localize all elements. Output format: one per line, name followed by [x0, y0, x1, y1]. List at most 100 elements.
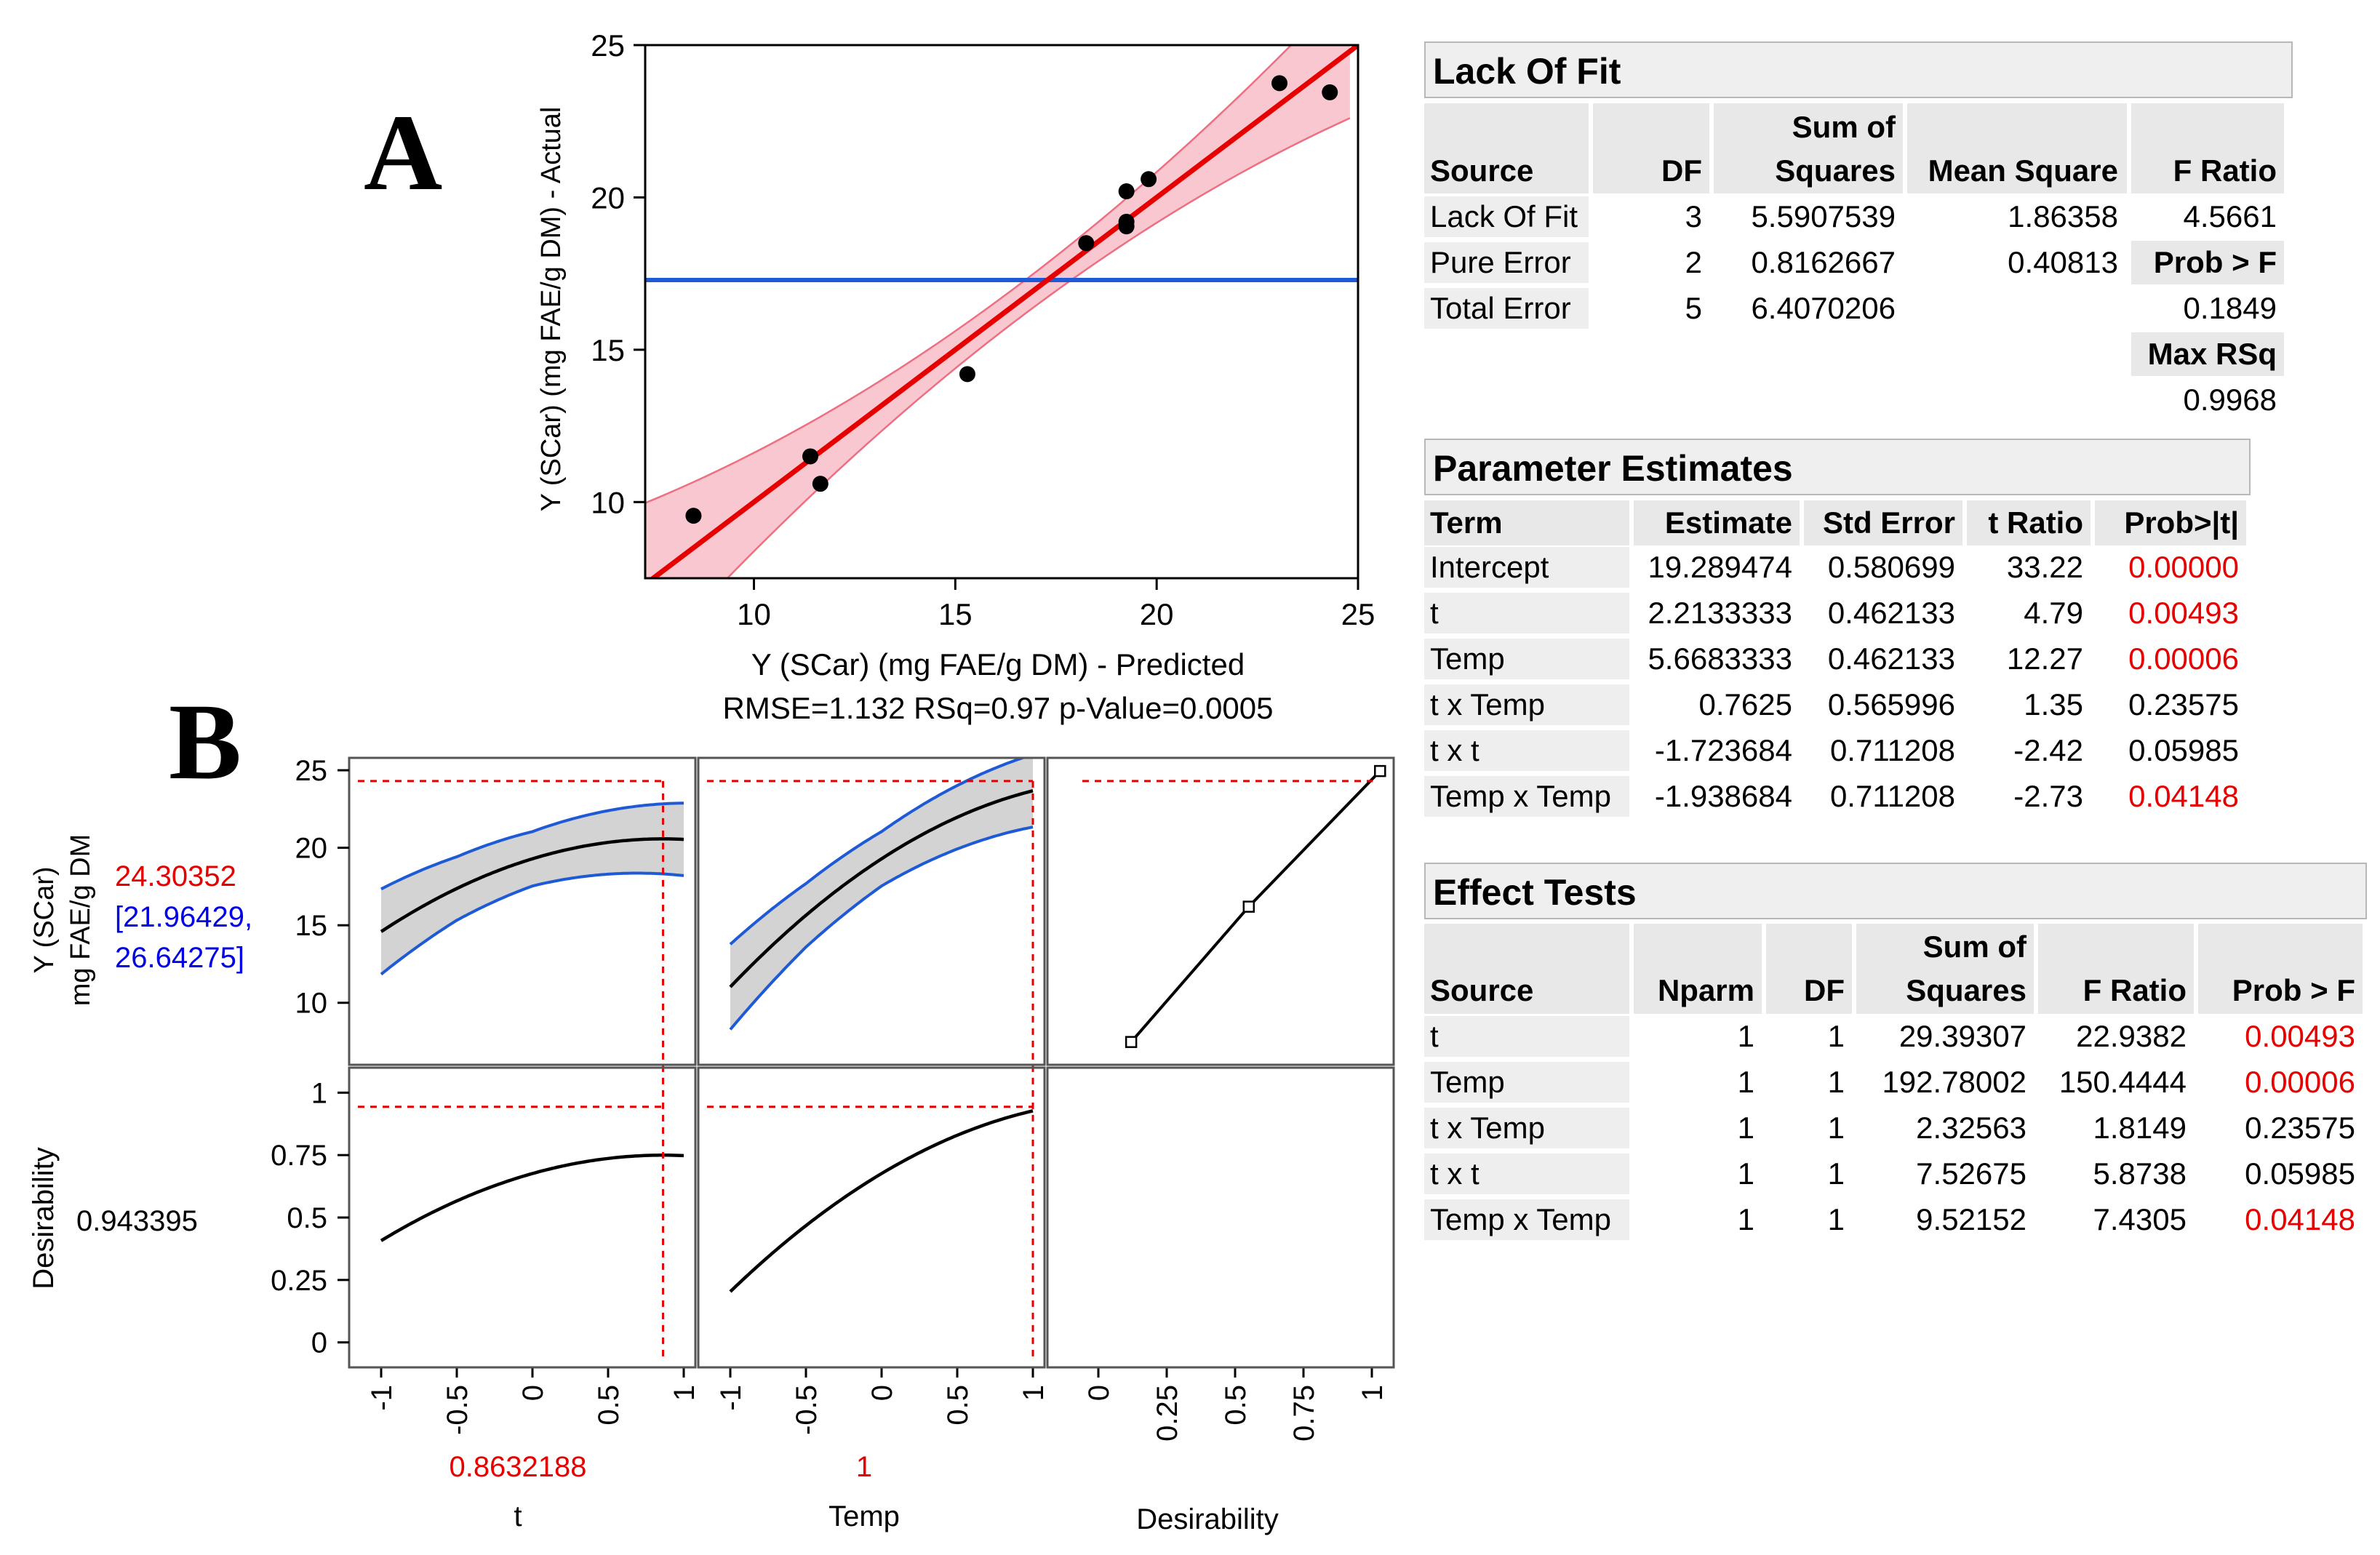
x-tick-label: 1: [1357, 1385, 1389, 1401]
x-tick-label: -0.5: [442, 1385, 474, 1435]
y-tick-label: 15: [295, 910, 328, 942]
pe-row-estimate: 19.289474: [1648, 550, 1792, 584]
pe-row-t-ratio: -2.42: [2013, 733, 2083, 767]
y-tick-label: 10: [295, 988, 328, 1020]
pe-row-prob: 0.00006: [2128, 641, 2239, 676]
profiler-ci-low: [21.96429,: [115, 901, 252, 933]
et-row-nparm: 1: [1737, 1202, 1754, 1236]
chart-a-plot-area: [645, 45, 1358, 578]
data-point: [812, 476, 828, 492]
et-row-df: 1: [1827, 1065, 1845, 1099]
pe-row-prob: 0.05985: [2128, 733, 2239, 767]
et-row-f: 22.9382: [2076, 1019, 2187, 1053]
lof-row-ms: 1.86358: [2008, 199, 2118, 233]
y-tick-label: 20: [591, 180, 625, 215]
lof-row-df: 3: [1685, 199, 1702, 233]
profiler-bottom-cell-frame: [348, 1066, 697, 1369]
x-tick-label: -0.5: [791, 1385, 823, 1435]
pe-row-t-ratio: -2.73: [2013, 779, 2083, 813]
x-tick-label: 1: [1018, 1385, 1050, 1401]
desirability-curve: [729, 1109, 1034, 1293]
prediction-band: [381, 803, 684, 975]
lof-prob-f-label: Prob > F: [2153, 245, 2277, 279]
profiler-bottom-cell-frame: [697, 1066, 1046, 1369]
pe-row-std-error: 0.711208: [1829, 733, 1955, 767]
pe-row-estimate: -1.938684: [1654, 779, 1792, 813]
et-row-f: 5.8738: [2093, 1156, 2187, 1191]
lower-ci-line: [380, 871, 684, 976]
pe-row-t-ratio: 1.35: [2024, 687, 2083, 721]
factor-t-current: 0.8632188: [449, 1451, 586, 1483]
profiler-top-cell-frame: [348, 756, 697, 1066]
effect-tests-title: Effect Tests: [1424, 863, 2367, 919]
chart-a-stats: RMSE=1.132 RSq=0.97 p-Value=0.0005: [723, 691, 1274, 725]
et-row-prob: 0.04148: [2245, 1202, 2355, 1236]
chart-a-ylabel: Y (SCar) (mg FAE/g DM) - Actual: [536, 107, 567, 512]
profiler-response-value: 24.30352: [115, 860, 236, 892]
x-tick-label: 15: [938, 597, 973, 631]
lof-row-source: Lack Of Fit: [1430, 199, 1578, 233]
lof-prob-f-value: 0.1849: [2183, 291, 2277, 325]
x-tick-label: 1: [668, 1385, 700, 1401]
et-row-prob: 0.00493: [2245, 1019, 2355, 1053]
pe-row-std-error: 0.711208: [1829, 779, 1955, 813]
x-tick-label: 10: [737, 597, 771, 631]
lof-header-ss-bottom: Squares: [1775, 153, 1896, 188]
y-tick-label: 10: [591, 485, 625, 519]
lof-row-ss: 5.5907539: [1751, 199, 1896, 233]
x-tick-label: 0: [517, 1385, 549, 1401]
y-tick-label: 0.75: [271, 1140, 327, 1172]
et-row-ss: 29.39307: [1898, 1019, 2026, 1053]
pe-row-term: t: [1430, 596, 1439, 630]
y-tick-label: 0.5: [287, 1202, 327, 1234]
prediction-curve: [729, 789, 1034, 988]
profiler-desirability-label: Desirability: [28, 1147, 60, 1290]
lof-header-df: DF: [1661, 153, 1702, 188]
lof-row-source: Total Error: [1430, 291, 1571, 325]
data-point: [1322, 84, 1338, 100]
factor-temp-name: Temp: [828, 1500, 900, 1532]
lof-row-ms: 0.40813: [2008, 245, 2118, 279]
lof-row-ss: 0.8162667: [1751, 245, 1896, 279]
x-tick-label: 0.5: [593, 1385, 625, 1426]
data-point: [1078, 235, 1095, 252]
et-header-ss-top: Sum of: [1922, 930, 2026, 964]
pe-row-estimate: 2.2133333: [1648, 596, 1792, 630]
lof-row-df: 2: [1685, 245, 1702, 279]
lof-row-ss: 6.4070206: [1751, 291, 1896, 325]
et-row-prob: 0.05985: [2245, 1156, 2355, 1191]
et-row-f: 1.8149: [2093, 1111, 2187, 1145]
lof-header-ms: Mean Square: [1928, 153, 2118, 188]
x-tick-label: 25: [1341, 597, 1375, 631]
lof-max-rsq-label: Max RSq: [2147, 337, 2277, 371]
y-tick-label: 1: [311, 1077, 327, 1109]
chart-a-frame: [644, 44, 1359, 580]
data-point: [685, 508, 702, 524]
desirability-function-line: [1130, 769, 1381, 1043]
et-row-ss: 9.52152: [1916, 1202, 2026, 1236]
pe-row-std-error: 0.580699: [1827, 550, 1955, 584]
pe-row-term: t x Temp: [1430, 687, 1545, 721]
lof-header-source: Source: [1430, 153, 1534, 188]
profiler-desirability-value: 0.943395: [76, 1205, 198, 1237]
pe-row-term: Intercept: [1430, 550, 1549, 584]
et-row-f: 7.4305: [2093, 1202, 2187, 1236]
y-tick-label: 0.25: [271, 1265, 327, 1297]
factor-desirability-name: Desirability: [1136, 1503, 1279, 1535]
et-row-prob: 0.00006: [2245, 1065, 2355, 1099]
pe-row-t-ratio: 33.22: [2006, 550, 2083, 584]
et-row-nparm: 1: [1737, 1065, 1754, 1099]
pe-row-std-error: 0.565996: [1827, 687, 1955, 721]
desirability-curve: [380, 1154, 684, 1242]
pe-header-prob: Prob>|t|: [2124, 505, 2239, 540]
lof-header-ss-top: Sum of: [1792, 110, 1896, 144]
et-row-ss: 7.52675: [1916, 1156, 2026, 1191]
pe-row-term: Temp: [1430, 641, 1505, 676]
lof-row-source: Pure Error: [1430, 245, 1571, 279]
pe-header-t-ratio: t Ratio: [1988, 505, 2083, 540]
et-header-source: Source: [1430, 973, 1534, 1007]
upper-ci-line: [380, 802, 684, 891]
confidence-band: [645, 45, 1350, 578]
parameter-estimates-title: Parameter Estimates: [1424, 439, 2251, 495]
x-tick-label: -1: [715, 1385, 747, 1411]
